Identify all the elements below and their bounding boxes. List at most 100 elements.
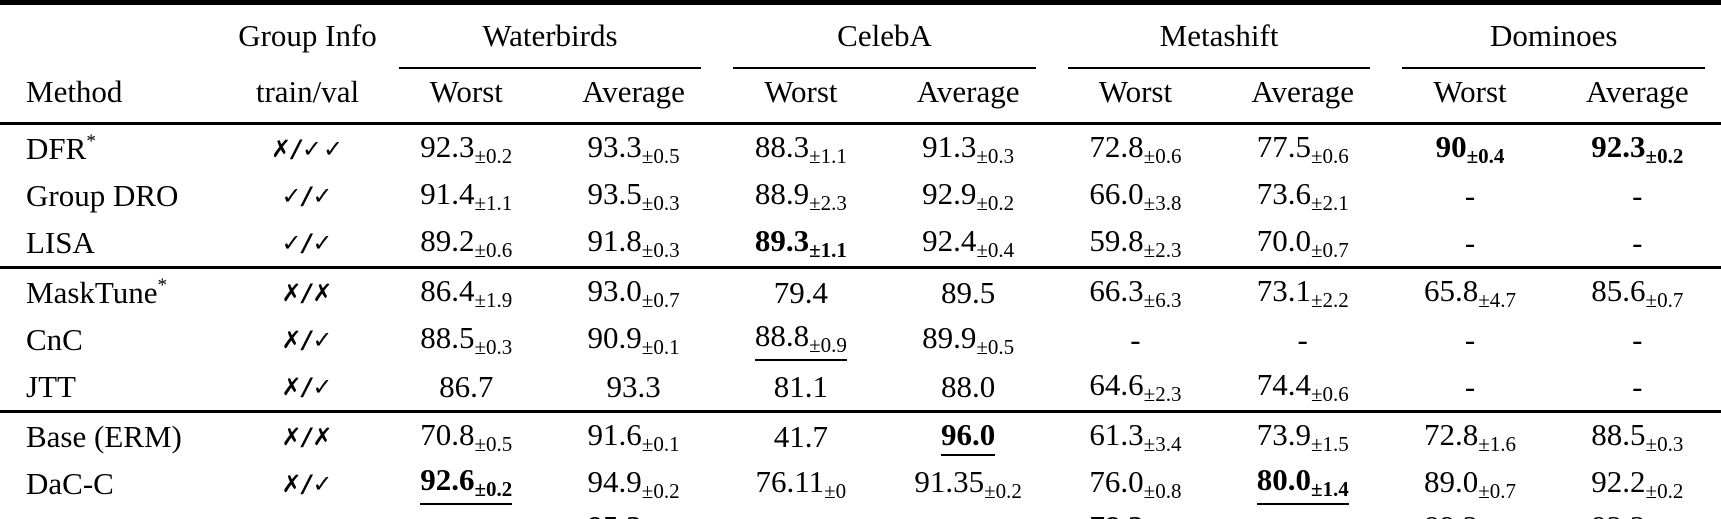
column-group-metashift: Metashift: [1052, 3, 1387, 69]
metric-value: 95.3±0.4: [588, 510, 680, 519]
value-cell: 70.8±0.5: [382, 410, 550, 460]
metric-value: 78.3±1.6: [1089, 510, 1181, 519]
celeba-span-rule: [733, 67, 1036, 69]
column-header-waterbirds-worst: Worst: [382, 69, 550, 125]
value-cell: -: [1386, 219, 1553, 268]
column-header-celeba-worst: Worst: [717, 69, 885, 125]
metric-value: 86.4±1.9: [420, 272, 513, 312]
stddev-subscript: ±0.2: [984, 478, 1022, 503]
value-cell: 92.3±0.4: [383, 507, 550, 519]
value-cell: 89.0±0.7: [1386, 460, 1553, 507]
value-cell: 66.0±3.8: [1052, 172, 1219, 219]
stddev-subscript: ±1.9: [474, 287, 513, 312]
value-cell: -: [1052, 316, 1219, 363]
value-cell: 91.4±1.1: [383, 172, 550, 219]
stddev-subscript: ±0.6: [1143, 143, 1182, 168]
group-info-cell: ✓/✓: [281, 181, 334, 210]
metric-value: 89.2±0.6: [420, 222, 513, 262]
method-asterisk: *: [86, 130, 96, 152]
metric-value: 92.4±0.4: [922, 222, 1015, 262]
stddev-subscript: ±0.7: [641, 287, 680, 312]
method-cell: DFR*: [26, 130, 96, 166]
metric-value: 77.5±0.6: [1256, 128, 1349, 168]
metric-value: -: [1632, 321, 1643, 357]
stddev-subscript: ±0.2: [474, 476, 513, 501]
metric-value: 92.3±0.2: [1591, 128, 1684, 168]
column-header-celeba-average: Average: [884, 69, 1052, 125]
group-info-cell: ✗/✓: [281, 469, 334, 498]
value-cell: 88.9±2.3: [717, 172, 884, 219]
value-cell: 74.4±0.6: [1219, 363, 1386, 412]
metric-value: 88.0: [941, 368, 996, 404]
value-cell: 61.3±3.4: [1051, 410, 1220, 460]
value-cell: 89.9±0.5: [885, 316, 1052, 363]
metric-value: 65.8±4.7: [1423, 272, 1517, 312]
value-cell: 81.9±0.7: [717, 507, 884, 519]
method-cell: MaskTune*: [0, 266, 233, 316]
metric-value: 41.7: [773, 418, 828, 454]
value-cell: 80.0±1.4: [1219, 460, 1386, 507]
stddev-subscript: ±3.8: [1143, 190, 1182, 215]
value-cell: 76.11±0: [717, 460, 884, 507]
value-cell: 89.2±0.6: [383, 219, 550, 268]
metric-value: 66.3±6.3: [1089, 272, 1182, 312]
value-cell: 59.8±2.3: [1052, 219, 1219, 268]
value-cell: 81.1: [717, 363, 884, 412]
metric-value: 92.3±0.2: [420, 128, 513, 168]
value-cell: 41.7: [717, 410, 885, 460]
column-header-metashift-average: Average: [1219, 69, 1387, 125]
value-cell: 92.2±0.2: [1554, 460, 1721, 507]
stddev-subscript: ±0.3: [474, 334, 513, 359]
metric-value: -: [1464, 368, 1476, 404]
metric-value: 89.3±1.1: [754, 222, 847, 262]
value-cell: -: [1554, 363, 1721, 412]
metric-value: 92.9±0.2: [922, 175, 1015, 215]
metric-value: 91.8±0.3: [587, 222, 680, 262]
stddev-subscript: ±0.3: [1645, 431, 1684, 456]
value-cell: 92.4±0.4: [885, 219, 1052, 268]
header-row-datasets: Group Info Waterbirds CelebA Metashift D…: [0, 3, 1721, 69]
stddev-subscript: ±0.3: [976, 143, 1015, 168]
value-cell: 89.3±1.1: [717, 219, 884, 268]
stddev-subscript: ±0.6: [474, 237, 513, 262]
stddev-subscript: ±0.2: [474, 143, 513, 168]
value-cell: 86.7: [383, 363, 550, 412]
column-header-waterbirds-average: Average: [549, 69, 718, 125]
value-cell: 85.6±0.7: [1553, 266, 1721, 316]
value-cell: 91.35±0.2: [885, 460, 1052, 507]
value-cell: 92.6±0.2: [383, 460, 550, 507]
method-cell: DaC: [0, 507, 232, 519]
value-cell: 72.8±0.6: [1052, 124, 1219, 173]
dataset-label-waterbirds: Waterbirds: [482, 18, 618, 53]
value-cell: 76.0±0.8: [1052, 460, 1219, 507]
metric-value: 73.9±1.5: [1256, 416, 1349, 456]
stddev-subscript: ±0.6: [1310, 143, 1349, 168]
waterbirds-span-rule: [398, 67, 702, 69]
metric-value: -: [1464, 224, 1476, 260]
group-info-cell: ✗/✗: [232, 410, 383, 460]
stddev-subscript: ±1.6: [1478, 431, 1517, 456]
dataset-label-celeba: CelebA: [837, 18, 932, 53]
metric-value: 89.2±0.1: [1424, 510, 1516, 519]
value-cell: 64.6±2.3: [1052, 363, 1219, 412]
stddev-subscript: ±0.7: [1645, 287, 1684, 312]
table-row: DFR* ✗/✓✓ 92.3±0.2 93.3±0.5 88.3±1.1 91.3±0.3…: [0, 124, 1721, 173]
stddev-subscript: ±0.7: [1478, 478, 1517, 503]
metric-value: 79.4: [773, 274, 828, 310]
table-row: MaskTune* ✗/✗ 86.4±1.9 93.0±0.7 79.4 89.5 66.3…: [0, 266, 1721, 316]
group-info-cell: ✓/✓: [281, 228, 334, 257]
method-cell: Group DRO: [26, 177, 179, 213]
metric-value: 72.8±0.6: [1089, 128, 1182, 168]
group-info-cell: ✗/✓: [232, 507, 382, 519]
metric-value: 66.0±3.8: [1089, 175, 1182, 215]
metric-value: 88.9±2.3: [754, 175, 847, 215]
method-cell: CnC: [26, 321, 83, 357]
metric-value: 91.3±0.3: [922, 128, 1015, 168]
metric-value: 79.3±0.1: [1257, 511, 1349, 519]
column-header-train-val: train/val: [232, 69, 383, 125]
metric-value: 89.5: [941, 274, 996, 310]
value-cell: -: [1386, 316, 1553, 363]
value-cell: 88.3±1.1: [717, 124, 884, 173]
metric-value: 91.4±1.1: [922, 511, 1014, 519]
metric-value: 85.6±0.7: [1591, 272, 1684, 312]
